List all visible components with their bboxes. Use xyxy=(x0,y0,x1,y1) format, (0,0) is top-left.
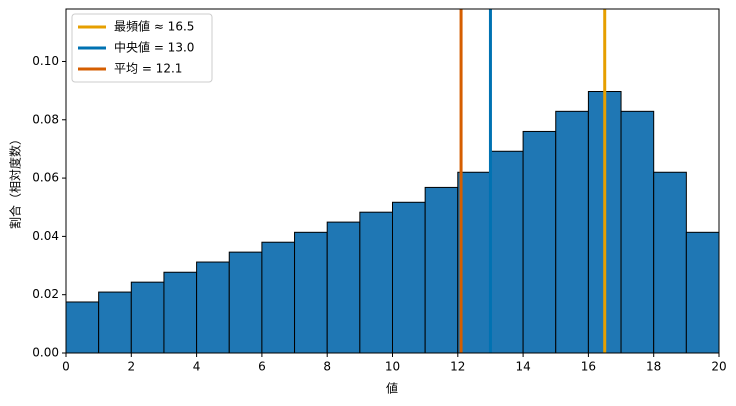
bar xyxy=(457,171,491,354)
bar xyxy=(228,251,263,354)
y-tick-label: 0.04 xyxy=(32,229,59,243)
bar xyxy=(261,241,296,354)
bar xyxy=(294,231,328,354)
bar xyxy=(196,261,230,354)
y-tick-label: 0.00 xyxy=(32,346,59,360)
x-tick-label: 2 xyxy=(127,360,135,374)
bar xyxy=(130,281,165,354)
legend-label: 中央値 = 13.0 xyxy=(114,40,194,55)
bar xyxy=(653,171,687,354)
x-tick-label: 10 xyxy=(385,360,400,374)
y-axis-label: 割合（相対度数） xyxy=(8,133,23,229)
y-tick-label: 0.02 xyxy=(32,287,59,301)
bar xyxy=(163,271,198,354)
x-tick-label: 4 xyxy=(193,360,201,374)
legend: 最頻値 ≈ 16.5 中央値 = 13.0 平均 = 12.1 xyxy=(71,13,213,83)
bar xyxy=(326,221,361,354)
x-tick-label: 0 xyxy=(62,360,70,374)
x-tick-label: 8 xyxy=(323,360,331,374)
x-axis-label: 値 xyxy=(386,381,398,396)
bar xyxy=(685,231,720,354)
legend-label: 平均 = 12.1 xyxy=(114,62,182,76)
legend-label: 最頻値 ≈ 16.5 xyxy=(114,19,194,34)
x-tick-label: 6 xyxy=(258,360,266,374)
y-tick-label: 0.08 xyxy=(32,112,59,126)
bar xyxy=(620,110,655,354)
x-tick-label: 20 xyxy=(711,360,726,374)
bar xyxy=(98,291,132,354)
legend-box xyxy=(71,13,213,83)
bar xyxy=(424,186,459,354)
y-tick-label: 0.06 xyxy=(32,171,59,185)
x-tick-label: 14 xyxy=(515,360,530,374)
bar xyxy=(392,201,426,354)
bar xyxy=(359,211,394,354)
x-tick-label: 18 xyxy=(646,360,661,374)
bar xyxy=(522,130,557,354)
x-tick-label: 12 xyxy=(450,360,465,374)
bar xyxy=(555,110,589,354)
x-tick-label: 16 xyxy=(581,360,596,374)
bar xyxy=(489,150,524,354)
y-tick-label: 0.10 xyxy=(32,54,59,68)
bar xyxy=(65,301,100,354)
